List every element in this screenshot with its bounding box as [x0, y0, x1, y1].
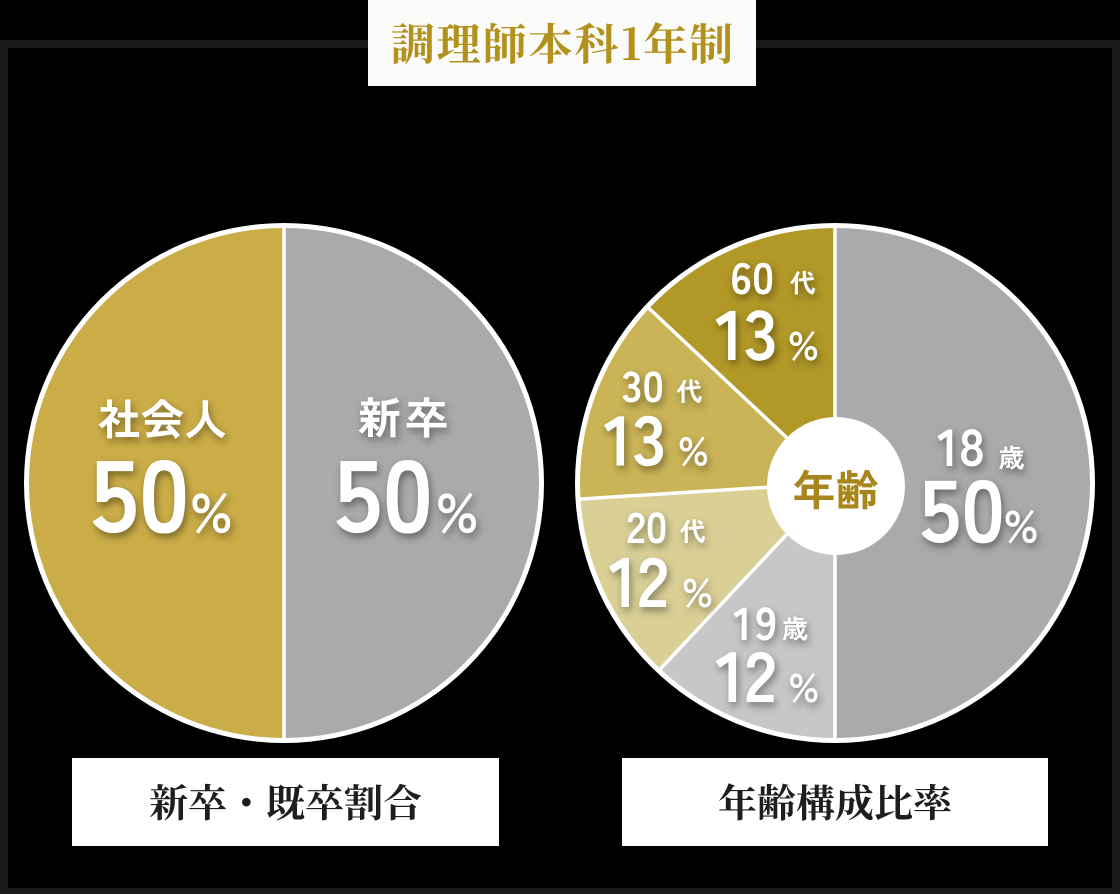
svg-text:%: %: [682, 561, 713, 619]
svg-text:50: 50: [91, 416, 190, 563]
svg-text:歳: 歳: [999, 439, 1025, 476]
svg-text:13: 13: [715, 280, 777, 381]
svg-text:代: 代: [680, 512, 706, 549]
svg-text:20: 20: [627, 494, 668, 556]
svg-text:年齢: 年齢: [793, 457, 879, 519]
svg-text:18: 18: [937, 406, 985, 481]
svg-text:社会人: 社会人: [98, 387, 227, 449]
svg-text:代: 代: [677, 373, 703, 410]
svg-text:13: 13: [604, 385, 666, 486]
svg-text:新卒: 新卒: [358, 383, 452, 447]
svg-text:19: 19: [733, 588, 780, 654]
svg-text:%: %: [788, 656, 819, 714]
svg-text:%: %: [788, 314, 819, 372]
svg-text:12: 12: [609, 527, 669, 628]
svg-text:12: 12: [716, 621, 777, 723]
svg-text:%: %: [190, 469, 233, 549]
svg-text:30: 30: [622, 353, 664, 415]
svg-text:%: %: [1004, 491, 1039, 556]
svg-text:50: 50: [334, 416, 433, 563]
svg-text:歳: 歳: [782, 610, 808, 647]
svg-text:代: 代: [790, 264, 816, 301]
svg-text:60: 60: [730, 243, 774, 307]
svg-text:50: 50: [920, 442, 1006, 569]
svg-text:%: %: [436, 469, 479, 549]
svg-text:%: %: [678, 419, 709, 477]
